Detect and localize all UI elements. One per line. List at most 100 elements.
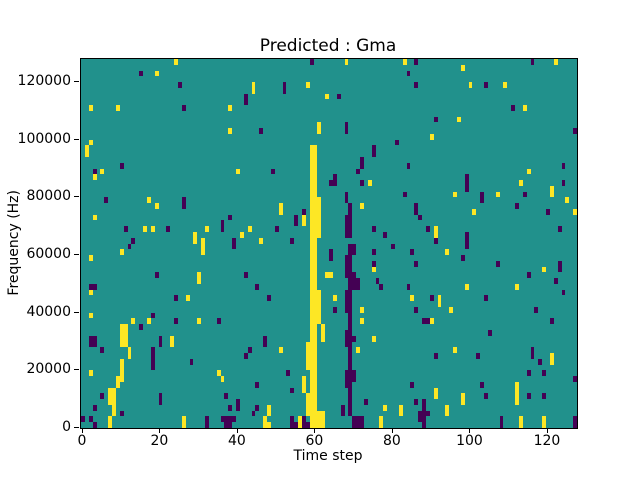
heatmap-cell-high <box>367 180 372 186</box>
x-tick-mark <box>81 428 83 433</box>
heatmap-cell-high <box>526 168 531 175</box>
heatmap-cell-low <box>487 329 492 336</box>
heatmap-cell-low <box>526 272 531 279</box>
heatmap-cell-high <box>309 145 314 428</box>
heatmap-cell-low <box>205 416 209 428</box>
heatmap-cell-low <box>356 168 360 175</box>
heatmap-cell-low <box>542 393 546 400</box>
heatmap-cell-low <box>410 249 415 256</box>
heatmap-cell-low <box>460 255 465 261</box>
heatmap-cell-high <box>518 180 523 186</box>
heatmap-cell-high <box>542 266 546 273</box>
heatmap-cell-high <box>456 116 461 123</box>
heatmap-cell-low <box>104 197 109 204</box>
x-tick-mark <box>469 428 471 433</box>
heatmap-cell-high <box>251 82 256 94</box>
heatmap-cell-high <box>119 324 124 348</box>
heatmap-cell-high <box>259 237 264 244</box>
heatmap-cell-low <box>406 70 411 77</box>
heatmap-cell-high <box>515 381 519 400</box>
x-tick-mark <box>236 428 238 433</box>
heatmap-cell-low <box>189 358 194 365</box>
heatmap-cell-high <box>398 404 403 417</box>
heatmap-cell-high <box>185 295 190 302</box>
heatmap-cell-low <box>425 318 430 325</box>
heatmap-cell-low <box>232 416 236 423</box>
heatmap-cell-low <box>433 237 438 244</box>
heatmap-plot-area <box>80 58 578 429</box>
y-tick-mark <box>74 138 79 140</box>
heatmap-cell-low <box>360 416 364 428</box>
heatmap-cell-high <box>146 197 151 204</box>
heatmap-cell-low <box>480 381 484 388</box>
heatmap-cell-low <box>88 416 93 423</box>
x-tick-label: 0 <box>77 433 87 449</box>
heatmap-cell-low <box>363 399 368 405</box>
heatmap-cell-high <box>278 347 283 354</box>
y-tick-mark <box>74 196 79 198</box>
heatmap-cell-low <box>174 318 178 325</box>
heatmap-cell-low <box>499 416 504 428</box>
heatmap-cell-low <box>344 289 349 313</box>
heatmap-cell-high <box>197 318 202 325</box>
heatmap-cell-low <box>573 416 577 428</box>
heatmap-cell-low <box>305 422 310 428</box>
heatmap-cell-low <box>394 139 399 146</box>
heatmap-cell-low <box>352 243 357 256</box>
heatmap-cell-high <box>515 399 519 405</box>
heatmap-cell-high <box>360 318 364 325</box>
heatmap-cell-high <box>313 145 318 428</box>
heatmap-cell-low <box>573 128 577 134</box>
heatmap-cell-low <box>530 347 535 359</box>
heatmap-cell-low <box>154 272 159 279</box>
heatmap-cell-low <box>301 208 306 215</box>
heatmap-cell-low <box>127 243 132 250</box>
heatmap-cell-layer <box>81 59 577 428</box>
heatmap-cell-low <box>301 416 306 428</box>
heatmap-cell-low <box>286 370 291 377</box>
heatmap-cell-low <box>309 59 314 65</box>
heatmap-cell-high <box>305 393 310 417</box>
heatmap-cell-low <box>414 260 419 267</box>
y-tick-label: 20000 <box>26 361 71 378</box>
heatmap-cell-low <box>329 180 333 186</box>
heatmap-cell-low <box>484 82 488 88</box>
x-tick-label: 100 <box>456 433 483 449</box>
heatmap-cell-high <box>84 145 89 158</box>
x-tick-mark <box>391 428 393 433</box>
heatmap-cell-low <box>139 70 143 77</box>
heatmap-cell-low <box>352 416 357 428</box>
heatmap-cell-low <box>228 214 233 221</box>
heatmap-cell-low <box>561 289 566 296</box>
heatmap-cell-low <box>131 237 136 244</box>
heatmap-cell-high <box>301 376 306 394</box>
heatmap-cell-low <box>418 410 422 423</box>
heatmap-cell-low <box>352 335 357 342</box>
heatmap-cell-high <box>88 289 93 296</box>
heatmap-cell-high <box>445 404 450 417</box>
heatmap-cell-low <box>181 105 186 111</box>
heatmap-cell-low <box>282 82 287 94</box>
x-tick-label: 60 <box>305 433 324 449</box>
heatmap-cell-high <box>193 231 198 244</box>
x-tick-label: 20 <box>150 433 169 449</box>
heatmap-cell-high <box>549 185 554 198</box>
heatmap-cell-high <box>239 231 244 238</box>
heatmap-cell-high <box>154 203 159 209</box>
heatmap-cell-high <box>453 347 457 354</box>
heatmap-cell-high <box>360 306 364 313</box>
heatmap-cell-high <box>88 312 93 319</box>
heatmap-cell-low <box>371 260 376 267</box>
heatmap-cell-high <box>119 358 124 382</box>
y-tick-label: 80000 <box>26 188 71 205</box>
heatmap-cell-high <box>278 203 283 215</box>
heatmap-cell-low <box>166 226 171 232</box>
heatmap-cell-low <box>360 180 364 186</box>
heatmap-cell-low <box>100 393 105 400</box>
heatmap-cell-low <box>557 226 562 232</box>
heatmap-cell-low <box>425 226 430 232</box>
heatmap-cell-low <box>356 278 360 290</box>
heatmap-cell-high <box>460 393 465 405</box>
heatmap-cell-low <box>561 180 566 186</box>
heatmap-cell-low <box>81 416 85 423</box>
